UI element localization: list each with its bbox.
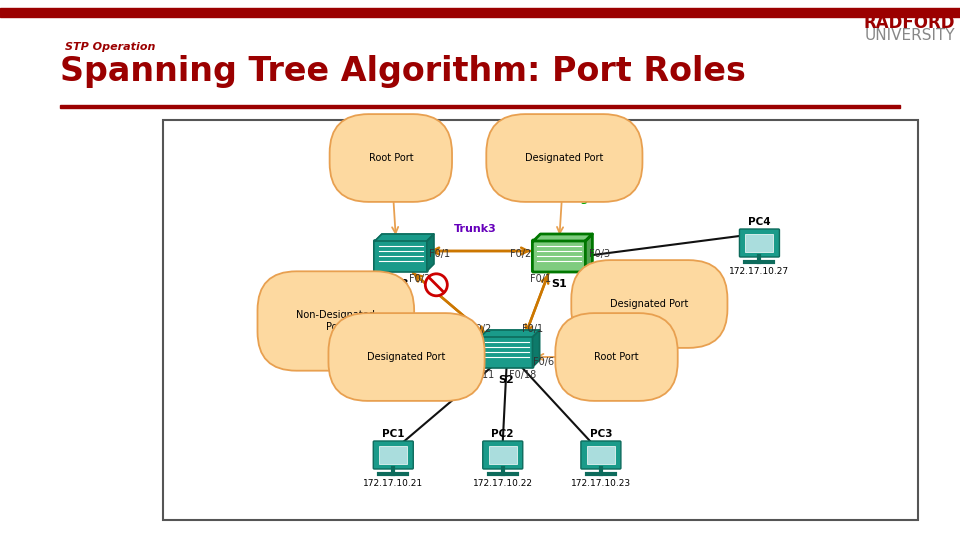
Text: S2: S2 [498, 375, 515, 385]
Bar [60, 105, 900, 108]
FancyBboxPatch shape [483, 441, 523, 469]
Text: Root Port: Root Port [594, 352, 638, 362]
Polygon shape [534, 234, 592, 241]
Text: F0/1: F0/1 [530, 274, 551, 284]
Text: Designated Port: Designated Port [368, 352, 445, 362]
Text: F0/2: F0/2 [409, 274, 430, 284]
Text: PC1: PC1 [382, 429, 404, 439]
Bar [0, 8, 960, 17]
Text: F0/11: F0/11 [468, 370, 494, 380]
Text: PC3: PC3 [589, 429, 612, 439]
Polygon shape [586, 234, 592, 271]
Text: Root Bridge: Root Bridge [522, 194, 596, 204]
Bar [489, 446, 516, 464]
Text: F0/1: F0/1 [429, 249, 450, 259]
Text: Non-Designated
Port: Non-Designated Port [297, 310, 375, 332]
Polygon shape [374, 234, 434, 241]
Text: UNIVERSITY: UNIVERSITY [864, 28, 955, 43]
FancyBboxPatch shape [373, 240, 428, 272]
Bar [746, 234, 774, 252]
Text: PC4: PC4 [748, 217, 771, 227]
Text: Trunk2: Trunk2 [353, 304, 396, 314]
FancyBboxPatch shape [373, 441, 413, 469]
Text: F0/1: F0/1 [521, 324, 542, 334]
Bar [587, 446, 615, 464]
Text: RADFORD: RADFORD [863, 14, 955, 32]
Text: 172.17.10.22: 172.17.10.22 [472, 479, 533, 488]
Text: Spanning Tree Algorithm: Port Roles: Spanning Tree Algorithm: Port Roles [60, 55, 746, 88]
Text: F0/2: F0/2 [510, 249, 532, 259]
Text: S1: S1 [551, 279, 567, 289]
Text: PC2: PC2 [492, 429, 514, 439]
Bar [379, 446, 407, 464]
Polygon shape [481, 330, 540, 337]
Text: Designated Port: Designated Port [525, 153, 604, 163]
Text: Trunk3: Trunk3 [454, 224, 496, 234]
FancyBboxPatch shape [581, 441, 621, 469]
Bar [163, 120, 918, 520]
Text: STP Operation: STP Operation [65, 42, 156, 52]
FancyBboxPatch shape [533, 240, 587, 272]
Text: S3: S3 [393, 279, 409, 289]
Text: Root Port: Root Port [369, 153, 413, 163]
Polygon shape [427, 234, 434, 271]
Text: F0/6: F0/6 [533, 357, 554, 367]
Text: F0/3: F0/3 [589, 249, 611, 259]
FancyBboxPatch shape [480, 336, 534, 368]
Text: 172.17.10.27: 172.17.10.27 [730, 267, 789, 276]
Text: Trunk1: Trunk1 [571, 304, 614, 314]
Text: Designated Port: Designated Port [611, 299, 688, 309]
Text: 172.17.10.23: 172.17.10.23 [571, 479, 631, 488]
Text: F0/18: F0/18 [509, 370, 536, 380]
Text: F0/2: F0/2 [470, 324, 492, 334]
Circle shape [425, 274, 447, 296]
Text: 172.17.10.21: 172.17.10.21 [363, 479, 423, 488]
FancyBboxPatch shape [739, 229, 780, 257]
Polygon shape [533, 330, 540, 367]
